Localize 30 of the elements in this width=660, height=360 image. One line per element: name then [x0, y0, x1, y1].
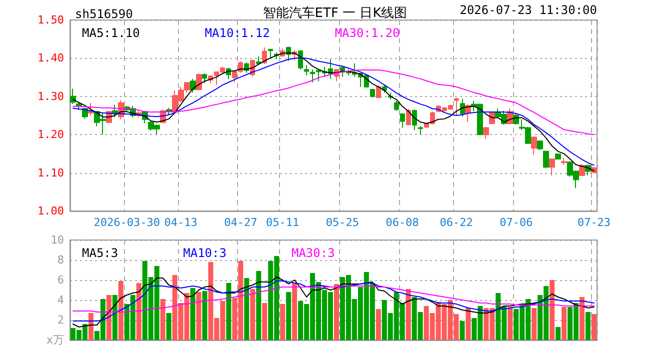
x-tick-label: 07-23	[577, 216, 611, 229]
y-tick-label: 8	[57, 254, 64, 266]
y-tick-label: 4	[57, 294, 64, 306]
y-tick-label: 1.30	[38, 90, 64, 103]
x-tick-label: 05-11	[266, 216, 300, 229]
x-tick-label: 05-25	[326, 216, 360, 229]
text: MA5:3	[82, 246, 118, 260]
y-tick-label: 1.50	[38, 14, 64, 26]
x-tick-label: 06-08	[386, 216, 419, 229]
y-tick-label: 2	[57, 314, 64, 326]
y-tick-label: 1.40	[38, 52, 64, 65]
y-tick-label: 1.20	[38, 128, 64, 142]
text: MA30:3	[291, 246, 335, 260]
y-tick-label: x万	[46, 334, 64, 346]
chart-subtitle: sh516590	[75, 7, 133, 21]
text: MA10:1.12	[204, 26, 270, 40]
y-tick-label: 10	[50, 234, 64, 246]
text: MA5:1.10	[82, 26, 140, 40]
text: MA30:1.20	[334, 26, 400, 40]
y-tick-label: 1.00	[38, 204, 64, 218]
text: 2026-07-23 11:30:00	[460, 3, 598, 17]
x-tick-label: 2026-03-30	[94, 216, 160, 229]
y-tick-label: 1.10	[38, 166, 64, 180]
chart-title: 智能汽车ETF 一 日K线图	[262, 6, 408, 21]
x-tick-label: 04-27	[224, 216, 258, 229]
x-tick-label: 06-22	[440, 216, 473, 229]
text: MA10:3	[183, 246, 226, 260]
y-tick-label: 6	[57, 274, 64, 286]
x-tick-label: 04-13	[164, 216, 198, 229]
x-tick-label: 07-06	[500, 216, 533, 229]
